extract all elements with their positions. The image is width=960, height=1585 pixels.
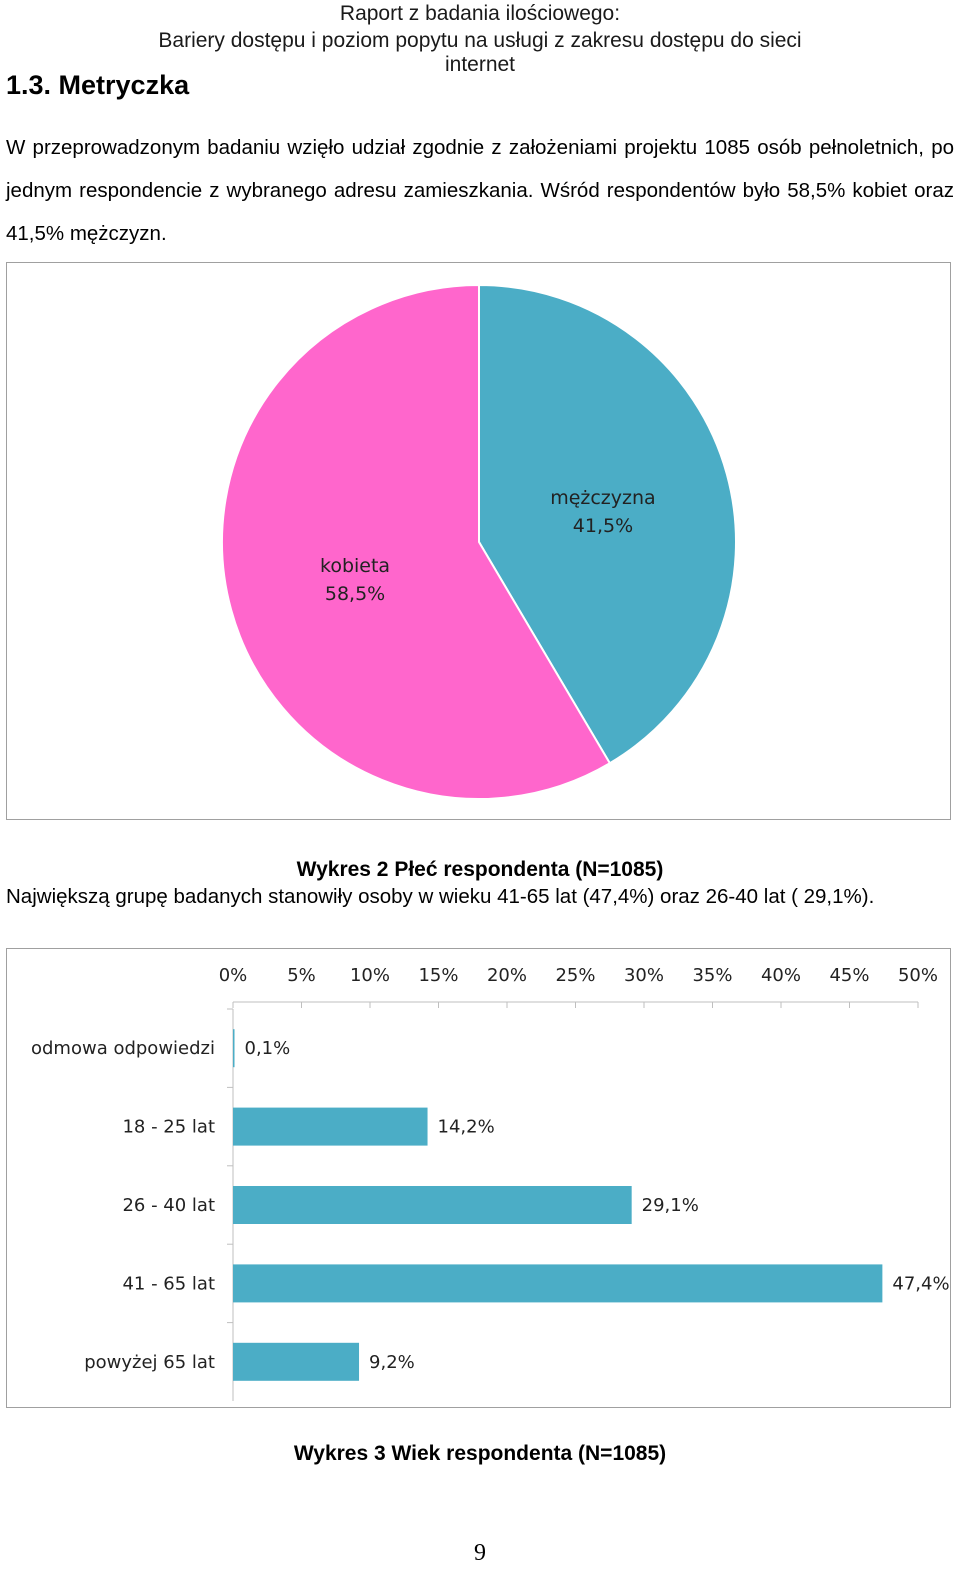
intro-line-2: jednym respondencie z wybranego adresu z… <box>6 179 954 202</box>
bar-chart-frame: 0% 5% 10% 15% 20% 25% 30% 35% 40% 45% 50% odmowa od… <box>6 948 951 1408</box>
pie-slice-1 <box>221 283 612 800</box>
bar-value-label: 0,1% <box>245 1038 291 1059</box>
chart2-caption: Wykres 2 Płeć respondenta (N=1085) <box>296 858 664 881</box>
x-tick-label: 25% <box>555 965 595 986</box>
x-tick-label: 40% <box>761 965 801 986</box>
age-bar-chart: 0% 5% 10% 15% 20% 25% 30% 35% 40% 45% 50% odmowa od… <box>31 965 950 1401</box>
x-tick-label: 5% <box>287 965 316 986</box>
x-tick-label: 30% <box>624 965 664 986</box>
pie-label-0: mężczyzna <box>550 487 656 509</box>
bar-1 <box>233 1107 428 1146</box>
bar-value-label: 29,1% <box>642 1195 699 1216</box>
intro-line-1: W przeprowadzonym badaniu wzięło udział … <box>6 136 954 159</box>
bar-4 <box>233 1342 360 1381</box>
gender-pie-chart: mężczyzna 41,5% kobieta 58,5% <box>221 283 737 800</box>
bar-value-label: 9,2% <box>369 1352 415 1373</box>
section-title: 1.3. Metryczka <box>6 70 190 100</box>
pie-value-label-0: 41,5% <box>573 515 633 537</box>
x-tick-label: 0% <box>219 965 248 986</box>
x-tick-label: 10% <box>350 965 390 986</box>
bar-value-label: 14,2% <box>438 1117 495 1138</box>
bar-value-label: 47,4% <box>892 1273 949 1294</box>
intro-line-3: 41,5% mężczyzn. <box>6 222 167 245</box>
x-tick-label: 15% <box>418 965 458 986</box>
page-number: 9 <box>474 1540 486 1566</box>
bar-0 <box>233 1029 235 1068</box>
category-label: odmowa odpowiedzi <box>31 1038 215 1059</box>
report-title-line1: Raport z badania ilościowego: <box>339 2 621 25</box>
bar-3 <box>233 1264 883 1303</box>
report-title-line2: Bariery dostępu i poziom popytu na usług… <box>158 29 802 76</box>
x-tick-label: 35% <box>692 965 732 986</box>
category-label: 18 - 25 lat <box>122 1117 215 1138</box>
category-label: 41 - 65 lat <box>122 1273 215 1294</box>
pie-slice-0 <box>478 283 737 765</box>
pie-value-label-1: 58,5% <box>325 583 385 605</box>
x-tick-label: 50% <box>898 965 938 986</box>
pie-label-1: kobieta <box>320 555 390 577</box>
x-tick-label: 20% <box>487 965 527 986</box>
age-paragraph: Największą grupę badanych stanowiły osob… <box>6 885 875 908</box>
chart3-caption: Wykres 3 Wiek respondenta (N=1085) <box>293 1442 667 1465</box>
pie-chart-frame: mężczyzna 41,5% kobieta 58,5% <box>6 262 951 820</box>
bar-2 <box>233 1186 632 1224</box>
x-tick-label: 45% <box>829 965 869 986</box>
category-label: powyżej 65 lat <box>84 1352 215 1373</box>
category-label: 26 - 40 lat <box>122 1195 215 1216</box>
